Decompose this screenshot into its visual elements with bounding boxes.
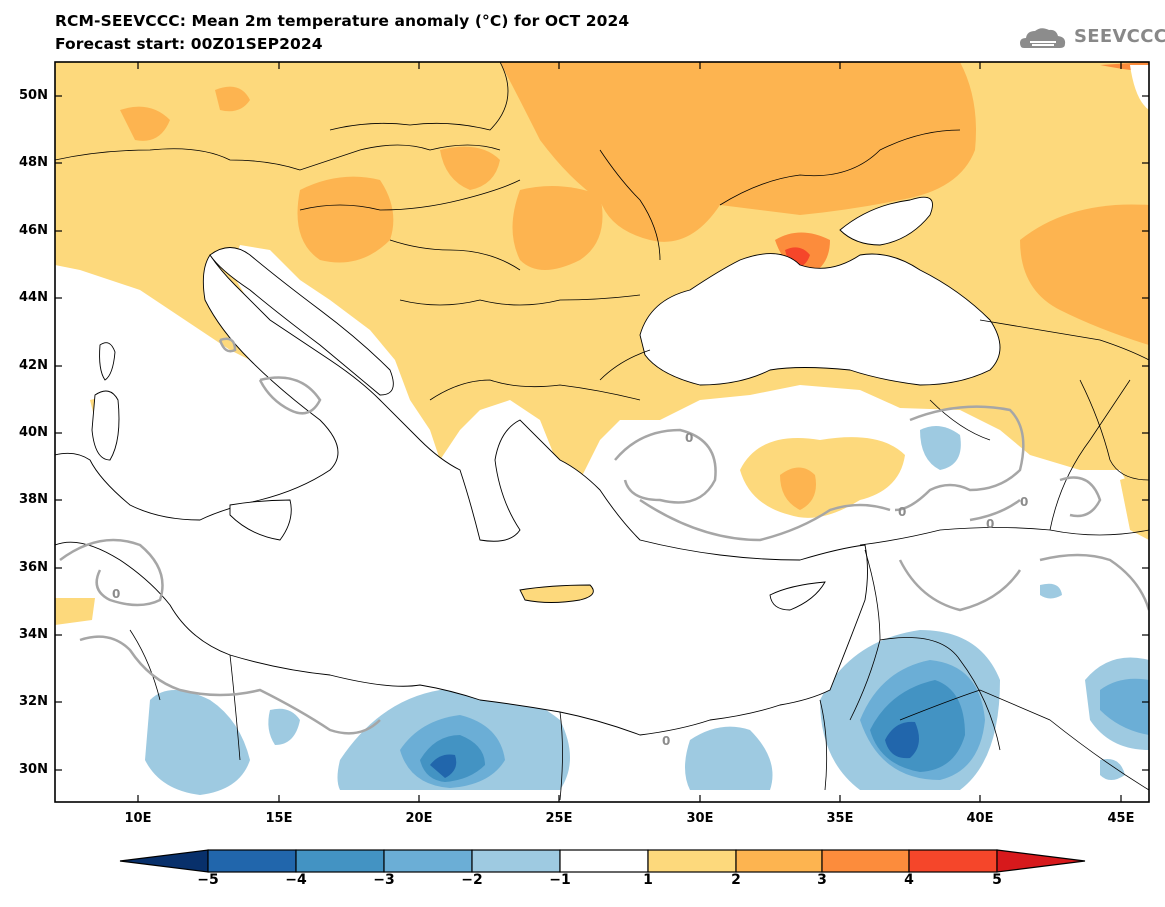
zero-contours (59, 337, 1149, 735)
contour-label: 0 (662, 734, 670, 748)
mediterranean-sea (55, 254, 868, 736)
black-sea (639, 253, 1001, 386)
colorbar-cell (821, 849, 910, 873)
colorbar-cell (908, 849, 998, 873)
lon-label: 10E (124, 811, 152, 826)
colorbar-cell (119, 849, 209, 873)
lat-label: 48N (19, 155, 48, 170)
crete (519, 584, 594, 603)
colorbar (119, 849, 1086, 873)
lat-label: 46N (19, 223, 48, 238)
colorbar-cell (735, 849, 823, 873)
lon-label: 45E (1107, 811, 1135, 826)
adriatic-sea (209, 247, 394, 396)
colorbar-cell (207, 849, 297, 873)
lat-label: 34N (19, 627, 48, 642)
colorbar-label: 2 (731, 872, 741, 888)
anomaly-area-2-3 (500, 62, 976, 242)
colorbar-label: −1 (549, 872, 571, 888)
map-title: RCM-SEEVCCC: Mean 2m temperature anomaly… (55, 12, 630, 30)
anomaly-area-anatolia (740, 437, 905, 518)
colorbar-label: 4 (904, 872, 914, 888)
lon-label: 25E (545, 811, 573, 826)
lon-label: 15E (265, 811, 293, 826)
lat-ticks (55, 95, 1149, 771)
lon-label: 20E (405, 811, 433, 826)
forecast-start: Forecast start: 00Z01SEP2024 (55, 35, 323, 53)
colorbar-label: −5 (197, 872, 219, 888)
lon-label: 35E (826, 811, 854, 826)
lat-label: 36N (19, 560, 48, 575)
lat-label: 38N (19, 492, 48, 507)
lat-label: 30N (19, 762, 48, 777)
lat-label: 40N (19, 425, 48, 440)
colorbar-label: 1 (643, 872, 653, 888)
anomaly-area-neg4 (885, 721, 919, 759)
colorbar-cell (295, 849, 385, 873)
colorbar-cell (559, 849, 649, 873)
contour-label: 0 (112, 587, 120, 601)
colorbar-label: −3 (373, 872, 395, 888)
contour-label: 0 (986, 517, 994, 531)
corsica (99, 342, 116, 381)
colorbar-label: −4 (285, 872, 307, 888)
colorbar-label: −2 (461, 872, 483, 888)
colorbar-cell (383, 849, 473, 873)
tyrrhenian-sea (115, 330, 260, 480)
lat-label: 42N (19, 358, 48, 373)
caspian-sea (1130, 65, 1149, 110)
seevccc-logo (1020, 28, 1066, 48)
lon-label: 30E (686, 811, 714, 826)
logo-text: SEEVCCC (1074, 26, 1165, 47)
contour-label: 0 (685, 431, 693, 445)
azov-sea (839, 196, 933, 246)
lat-label: 50N (19, 88, 48, 103)
contour-label: 0 (898, 505, 906, 519)
colorbar-label: 3 (817, 872, 827, 888)
contour-label: 0 (1020, 495, 1028, 509)
colorbar-cell (647, 849, 737, 873)
map-frame (54, 61, 1150, 803)
sicily (229, 499, 292, 541)
colorbar-label: 5 (992, 872, 1002, 888)
country-borders (55, 62, 1149, 801)
lon-ticks (137, 62, 1122, 802)
colorbar-cell (996, 849, 1086, 873)
lat-label: 32N (19, 694, 48, 709)
colorbar-cell (471, 849, 561, 873)
anomaly-area-neg1 (145, 690, 250, 795)
cyprus (769, 581, 826, 611)
sardinia (91, 390, 120, 461)
lat-label: 44N (19, 290, 48, 305)
lon-label: 40E (966, 811, 994, 826)
